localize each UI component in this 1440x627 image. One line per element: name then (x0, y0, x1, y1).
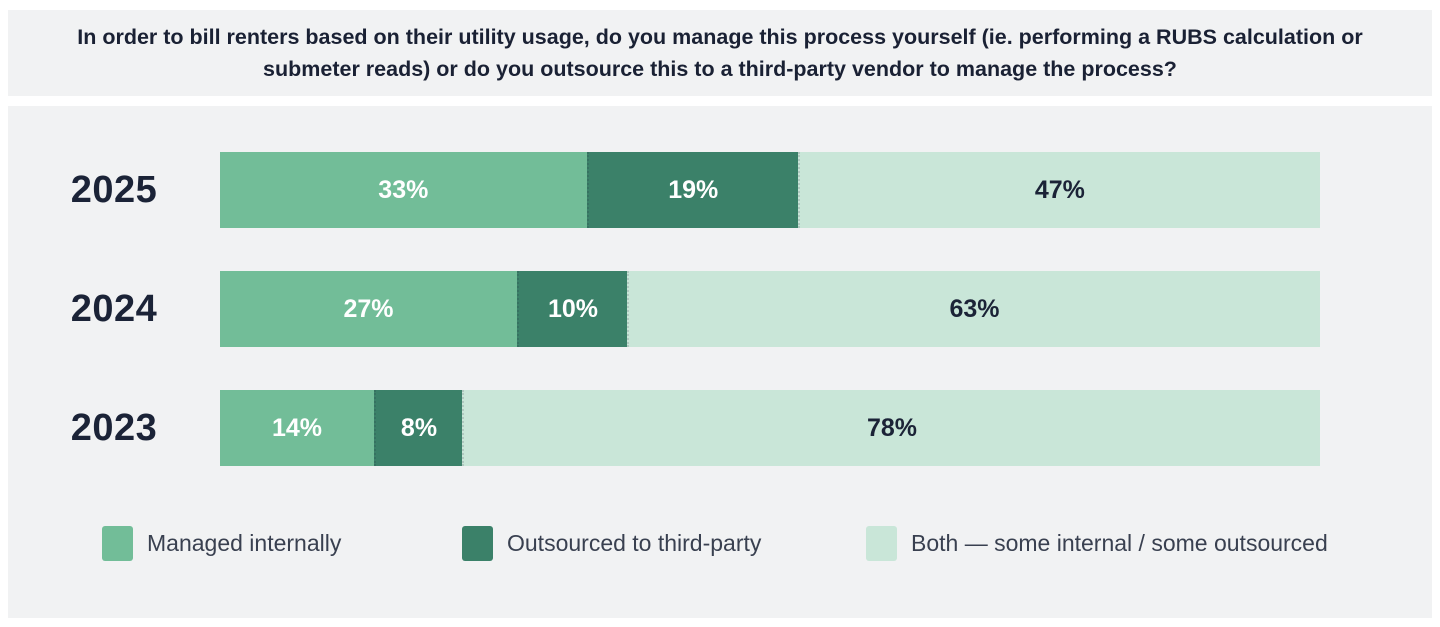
legend-swatch (866, 526, 897, 561)
bar-row: 2024 27% 10% 63% (8, 271, 1432, 347)
bar-track: 33% 19% 47% (220, 152, 1320, 228)
legend-label: Managed internally (147, 530, 342, 556)
legend: Managed internally Outsourced to third-pa… (8, 526, 1432, 566)
bar-segment-both-some-internal-some-outsourced: 78% (462, 390, 1320, 466)
year-label: 2025 (70, 168, 158, 211)
bar-segment-managed-internally: 33% (220, 152, 587, 228)
bar-segment-outsourced-to-third-party: 8% (374, 390, 462, 466)
chart-title: In order to bill renters based on their … (77, 24, 1363, 81)
legend-swatch (462, 526, 493, 561)
year-label: 2023 (70, 406, 158, 449)
bar-rows: 2025 33% 19% 47% 2024 27% 10% 63% 2023 14% 8% 78% (8, 152, 1432, 466)
bar-segment-both-some-internal-some-outsourced: 47% (797, 152, 1320, 228)
year-label: 2024 (70, 287, 158, 330)
bar-row: 2023 14% 8% 78% (8, 390, 1432, 466)
bar-track: 27% 10% 63% (220, 271, 1320, 347)
question-panel: In order to bill renters based on their … (8, 10, 1432, 96)
chart-panel: 2025 33% 19% 47% 2024 27% 10% 63% 2023 14% 8% 78% M… (8, 106, 1432, 618)
bar-track: 14% 8% 78% (220, 390, 1320, 466)
legend-label: Both — some internal / some outsourced (911, 530, 1328, 556)
bar-segment-both-some-internal-some-outsourced: 63% (627, 271, 1320, 347)
legend-item: Managed internally (102, 526, 341, 561)
bar-segment-outsourced-to-third-party: 10% (517, 271, 627, 347)
bar-row: 2025 33% 19% 47% (8, 152, 1432, 228)
legend-item: Both — some internal / some outsourced (866, 526, 1328, 561)
bar-segment-managed-internally: 14% (220, 390, 374, 466)
legend-item: Outsourced to third-party (462, 526, 761, 561)
bar-segment-managed-internally: 27% (220, 271, 517, 347)
legend-label: Outsourced to third-party (507, 530, 762, 556)
legend-swatch (102, 526, 133, 561)
bar-segment-outsourced-to-third-party: 19% (586, 152, 798, 228)
